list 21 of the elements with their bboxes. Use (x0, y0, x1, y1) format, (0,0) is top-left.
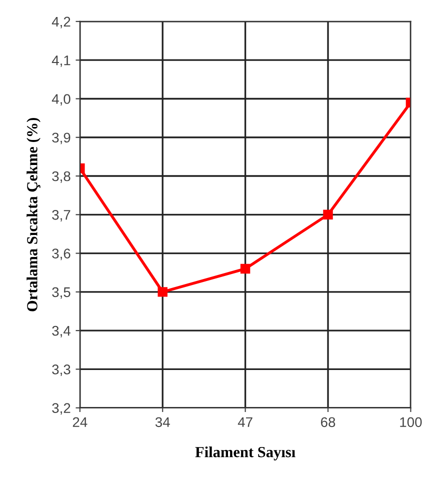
x-tick-label: 24 (72, 417, 88, 427)
x-tick-label: 68 (320, 417, 336, 428)
y-axis-title: Ortalama Sıcakta Çekme (%) (26, 118, 40, 312)
point (240, 264, 250, 274)
y-tick-label: 3,8 (52, 171, 70, 183)
y-tick-label: 4,0 (52, 94, 70, 106)
y-tick-label: 4,1 (52, 56, 70, 67)
y-tick-label: 3,6 (52, 248, 70, 260)
y-tick-label: 3,4 (52, 326, 70, 338)
y-tick-label: 4,2 (52, 16, 70, 28)
x-axis-title: Filament Sayısı (195, 446, 296, 460)
point (323, 210, 333, 220)
x-tick-label: 34 (155, 417, 170, 428)
y-tick-label: 3,7 (52, 210, 70, 222)
point (158, 287, 168, 297)
x-tick-label: 100 (400, 417, 422, 428)
y-tick-label: 3,3 (52, 364, 70, 376)
y-tick-label: 3,5 (52, 287, 70, 299)
x-tick-label: 47 (238, 417, 252, 427)
y-tick-label: 3,2 (52, 403, 70, 415)
y-tick-label: 3,9 (52, 132, 70, 144)
